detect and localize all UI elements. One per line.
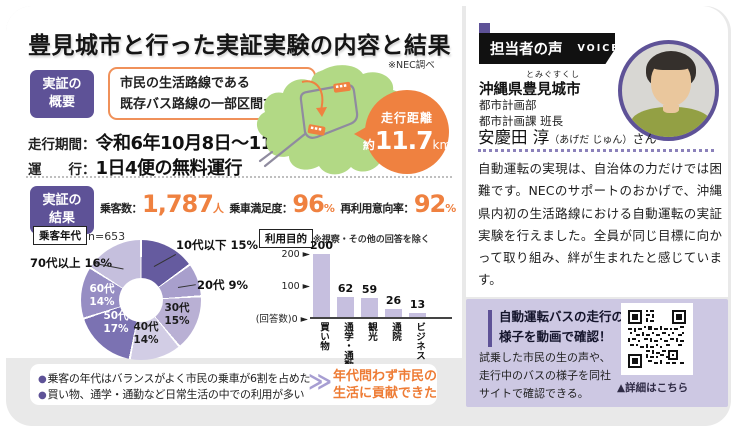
person-name: 安慶田 淳 [478,128,550,147]
title-accent-bar [488,310,492,347]
age-sample-size: n=653 [88,230,126,243]
chevron-icon: ≫ [308,369,333,395]
service-label: 運 行： [28,162,96,178]
bus-route-tail [258,132,307,168]
stat-passengers: 乗客数： 1,787 人 [100,190,224,218]
service-row: 運 行： 1日4便の無料運行 [28,154,243,180]
avatar-fringe [651,56,691,70]
xlabel-commute: 通学・通勤 [342,322,353,370]
distance-badge: 走行距離 約 11.7 km [354,90,452,174]
distance-value: 11.7 [374,126,434,155]
bar-sightseeing: 59 [361,283,378,317]
bus-icon [333,81,351,93]
distance-prefix: 約 [362,138,375,152]
avatar [618,40,719,141]
distance-label: 走行距離 [380,111,433,125]
video-info-box: 自動運転バスの走行の 様子を動画で確認！ 試乗した市民の生の声や、走行中のバスの… [466,299,728,407]
qr-code-pattern [628,310,686,368]
xlabel-business: ビジネス [414,322,425,360]
bar-commute: 62 [337,282,354,317]
ytick-200: 200 ► [281,249,310,260]
department-line1: 都市計画部 [479,98,537,112]
organization-furigana: とみぐすくし [526,70,580,79]
ytick-0: (回答数)0 ► [255,314,308,325]
qr-code [621,303,693,375]
voice-badge-jp: 担当者の声 [490,42,563,58]
ytick-100: 100 ► [281,281,310,292]
details-link: ▲詳細はこちら [617,382,689,394]
summary-bullet: ●乗客の年代はバランスがよく市民の乗車が6割を占めた [38,372,311,385]
bar-business: 13 [409,298,426,317]
stat-reuse-intent: 再利用意向率： 92 % [340,190,456,218]
summary-bullet: ●買い物、通学・通勤など日常生活の中での利用が多い [38,388,305,401]
purpose-chart-title: 利用目的 [259,229,313,248]
person-kana: （あげだ じゅん） [549,135,633,146]
pie-label-20s: 20代 9% [197,278,249,292]
department-line2: 都市計画課 班長 [479,114,564,128]
testimonial-quote: 自動運転の実現は、自治体の力だけでは困難です。NECのサポートのおかげで、沖縄県… [478,161,722,288]
donut-hole [119,278,163,322]
source-note: ※NEC調べ [388,60,435,71]
distance-unit: km [432,138,452,152]
pie-label-40s: 40代 14% [133,321,159,347]
bullet-icon: ● [38,390,47,401]
callout-arrow [301,80,327,117]
results-stats: 乗客数： 1,787 人 乗車満足度： 96 % 再利用意向率： 92 % [100,190,460,218]
summary-conclusion: 年代問わず市民の 生活に貢献できた [333,369,438,401]
voice-dotted-divider [478,149,714,152]
age-chart-title: 乗客年代 [33,226,87,245]
person-name-row: 安慶田 淳 （あげだ じゅん） さん [478,124,656,148]
pie-label-under10: 10代以下 15% [176,238,259,252]
period-label: 走行期間： [28,137,96,153]
summary-box: ●乗客の年代はバランスがよく市民の乗車が6割を占めた ●買い物、通学・通勤など日… [30,364,437,405]
bus-route-loop [299,83,359,139]
person-suffix: さん [632,132,657,146]
period-row: 走行期間： 令和6年10月8日～11月1日 [28,129,320,155]
pie-label-70plus: 70代以上 16% [30,256,112,270]
voice-badge-en: VOICE [577,43,620,54]
xlabel-sightseeing: 観光 [366,322,377,341]
service-value: 1日4便の無料運行 [95,158,243,179]
pie-label-60s: 60代 14% [89,283,115,309]
stat-satisfaction: 乗車満足度： 96 % [229,190,335,218]
corner-accent-square [479,23,490,34]
bullet-icon: ● [38,374,47,385]
organization-name: 沖縄県豊見城市 [479,82,581,98]
purpose-chart-note: ※視察・その他の回答を除く [313,235,430,245]
overview-badge: 実証の 概要 [30,70,94,118]
avatar-neck [663,105,679,113]
voice-section-badge: 担当者の声 VOICE [479,33,615,64]
xlabel-hospital: 通院 [390,322,401,341]
video-box-body: 試乗した市民の生の声や、走行中のバスの様子を同社サイトで確認できる。 [479,351,611,400]
xlabel-shopping: 買い物 [318,322,329,351]
x-axis-line [310,317,452,319]
bar-shopping: 200 [310,239,333,317]
bar-hospital: 26 [385,294,402,317]
pie-label-50s: 50代 17% [103,310,129,336]
bus-icon [307,124,326,136]
video-box-title: 自動運転バスの走行の 様子を動画で確認！ [499,309,625,344]
period-value: 令和6年10月8日～11月1日 [95,133,321,154]
page-title: 豊見城市と行った実証実験の内容と結果 [28,33,451,59]
pie-label-30s: 30代 15% [164,302,190,328]
section-divider [26,176,452,178]
